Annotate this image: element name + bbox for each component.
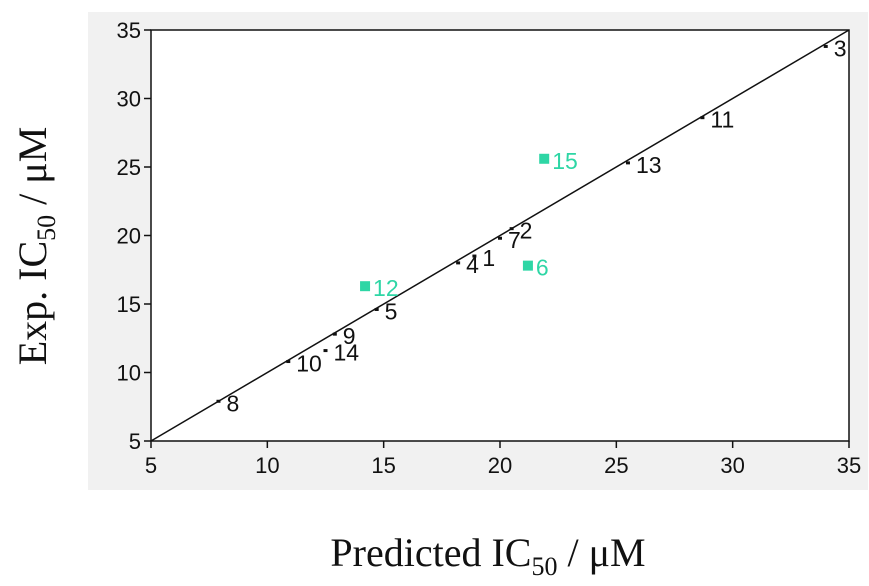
training-point-marker <box>472 254 477 258</box>
y-axis-title-suffix: / μM <box>10 127 55 215</box>
fit-line-layer <box>150 29 850 442</box>
point-label: 3 <box>834 35 847 61</box>
y-tick-label: 20 <box>117 224 141 249</box>
training-point-marker <box>700 116 705 120</box>
x-tick-label: 5 <box>145 453 157 478</box>
training-point-marker <box>625 161 630 165</box>
x-axis-title-prefix: Predicted IC <box>330 530 531 575</box>
y-axis-title: Exp. IC50 / μM <box>10 127 61 366</box>
training-point-marker <box>323 349 328 353</box>
point-label: 7 <box>508 227 521 253</box>
x-axis-title-suffix: / μM <box>557 530 645 575</box>
point-label: 4 <box>466 252 479 278</box>
x-axis-title: Predicted IC50 / μM <box>330 530 645 581</box>
x-tick-label: 30 <box>720 453 744 478</box>
point-label: 5 <box>385 298 398 324</box>
point-label: 11 <box>710 107 734 133</box>
y-tick-label: 10 <box>117 361 141 386</box>
training-point-marker <box>509 227 514 231</box>
training-point-marker <box>286 360 291 364</box>
y-tick-label: 15 <box>117 292 141 317</box>
y-tick-label: 5 <box>129 429 141 454</box>
x-tick-label: 25 <box>604 453 628 478</box>
point-label: 15 <box>552 148 578 174</box>
point-label: 9 <box>343 323 356 349</box>
x-tick-label: 35 <box>837 453 861 478</box>
x-tick-label: 10 <box>255 453 279 478</box>
training-point-marker <box>823 44 828 48</box>
point-label: 12 <box>373 275 399 301</box>
point-label: 6 <box>536 255 549 281</box>
y-tick-label: 35 <box>117 18 141 43</box>
x-tick-label: 20 <box>488 453 512 478</box>
training-point-marker <box>332 332 337 336</box>
x-axis-title-subscript: 50 <box>531 552 557 581</box>
test-point-marker <box>360 281 371 292</box>
training-point-marker <box>498 236 502 240</box>
point-label: 13 <box>636 152 662 178</box>
training-point-marker <box>374 307 379 311</box>
point-label: 2 <box>520 218 533 244</box>
y-tick-label: 30 <box>117 87 141 112</box>
point-label: 8 <box>226 390 239 416</box>
y-tick-label: 25 <box>117 155 141 180</box>
training-point-marker <box>456 261 461 265</box>
y-axis-title-prefix: Exp. IC <box>10 241 55 365</box>
point-label: 14 <box>334 340 360 366</box>
test-point-marker <box>522 260 533 271</box>
test-point-marker <box>539 153 550 164</box>
point-label: 1 <box>482 245 495 271</box>
point-label: 10 <box>296 351 322 377</box>
y-axis-title-subscript: 50 <box>32 215 61 241</box>
x-tick-label: 15 <box>371 453 395 478</box>
training-point-marker <box>216 399 221 403</box>
fit-line <box>150 29 850 442</box>
